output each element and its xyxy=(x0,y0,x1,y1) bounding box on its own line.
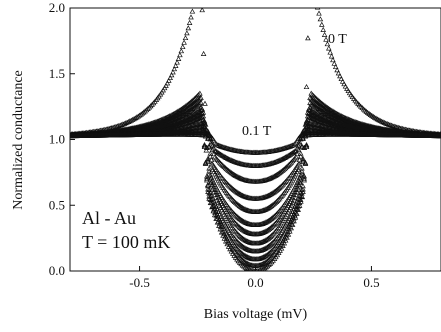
annotation-01T: 0.1 T xyxy=(242,124,272,139)
data-point xyxy=(318,17,322,21)
data-point xyxy=(168,76,172,80)
data-point xyxy=(182,40,186,44)
y-tick-label: 1.0 xyxy=(49,132,65,147)
data-point xyxy=(304,85,308,89)
data-point xyxy=(169,73,173,77)
data-point xyxy=(321,28,325,32)
data-point xyxy=(201,52,205,56)
data-point xyxy=(185,31,189,35)
x-tick-label: -0.5 xyxy=(129,275,150,290)
data-point xyxy=(190,9,194,13)
data-point xyxy=(178,53,182,57)
data-point xyxy=(187,21,191,25)
data-point xyxy=(181,45,185,49)
data-point xyxy=(315,5,319,9)
data-point xyxy=(317,11,321,15)
data-point xyxy=(189,15,193,19)
y-tick-label: 2.0 xyxy=(49,0,65,15)
data-point xyxy=(328,50,332,54)
data-point xyxy=(329,54,333,58)
y-axis-label: Normalized conductance xyxy=(11,70,26,210)
data-point xyxy=(192,3,196,7)
sample-label: Al - Au xyxy=(82,208,136,228)
data-point xyxy=(314,0,318,3)
y-tick-label: 0.5 xyxy=(49,197,65,212)
annotation-0T: 0 T xyxy=(328,32,347,47)
y-tick-label: 1.5 xyxy=(49,66,65,81)
data-point xyxy=(322,33,326,37)
x-tick-label: 0.0 xyxy=(247,275,263,290)
data-point xyxy=(183,36,187,40)
data-point xyxy=(167,79,171,83)
data-point xyxy=(176,57,180,61)
y-tick-label: 0.0 xyxy=(49,263,65,278)
data-point xyxy=(306,36,310,40)
temperature-label: T = 100 mK xyxy=(82,232,170,252)
x-tick-label: 0.5 xyxy=(363,275,379,290)
x-axis-label: Bias voltage (mV) xyxy=(204,307,308,322)
data-point xyxy=(320,22,324,26)
data-point xyxy=(193,0,197,1)
data-point xyxy=(186,26,190,30)
data-point xyxy=(179,49,183,53)
